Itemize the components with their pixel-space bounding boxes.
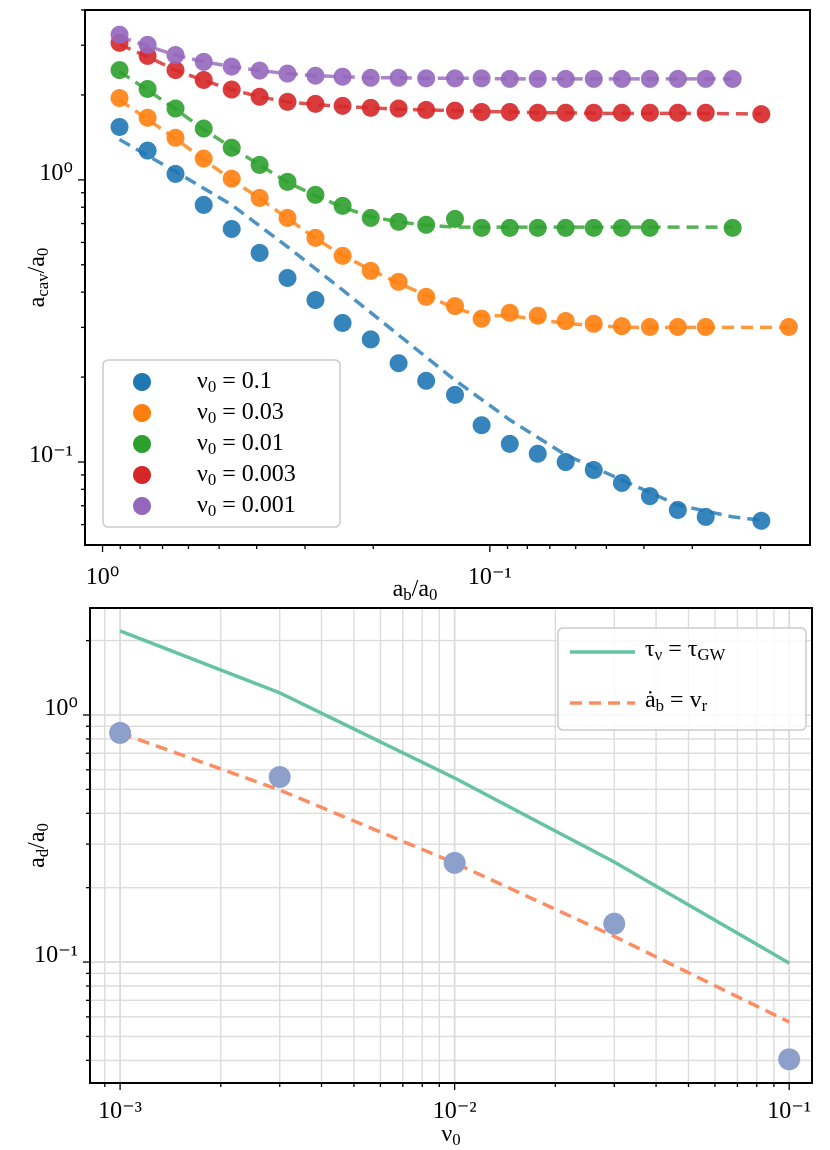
fit-line: [118, 34, 733, 81]
point: [500, 434, 519, 453]
point: [109, 721, 132, 744]
plot-area: [90, 608, 812, 1083]
legend-marker: [133, 497, 151, 515]
y-axis-label: acav​/a0​: [24, 248, 52, 308]
legend-marker: [133, 466, 151, 484]
point: [268, 766, 291, 789]
legend-label: ν0​ = 0.03: [197, 399, 284, 427]
legend-label: ν0​ = 0.003: [197, 461, 296, 489]
legend-label: ȧb​ = vr​: [645, 687, 708, 715]
point: [612, 317, 631, 336]
point: [389, 212, 408, 231]
point: [138, 141, 157, 160]
point: [500, 69, 519, 88]
point: [333, 313, 352, 332]
plot-area: [110, 25, 798, 530]
point: [556, 218, 575, 237]
point: [500, 303, 519, 322]
point: [556, 69, 575, 88]
point: [528, 444, 547, 463]
point: [612, 69, 631, 88]
point: [500, 218, 519, 237]
point: [612, 473, 631, 492]
x-tick-label: 10⁻³: [98, 1098, 142, 1124]
point: [333, 67, 352, 86]
point: [668, 317, 687, 336]
x-tick-label: 10⁻¹: [767, 1098, 811, 1124]
legend-marker: [133, 435, 151, 453]
point: [443, 851, 466, 874]
point: [110, 25, 129, 44]
point: [445, 385, 464, 404]
y-tick-label: 10⁰: [44, 694, 78, 720]
x-tick-label: 10⁻¹: [468, 564, 512, 590]
axes-frame: [84, 9, 811, 546]
legend-label: ν0​ = 0.1: [197, 368, 272, 396]
legend-box: [102, 359, 341, 528]
point: [306, 94, 325, 113]
y-tick-label: 10⁻¹: [29, 442, 73, 468]
y-axis-label: ad​/a0​: [24, 823, 52, 868]
x-tick-label: 10⁰: [86, 564, 120, 590]
legend-label: ν0​ = 0.001: [197, 492, 296, 520]
point: [250, 87, 269, 106]
series-line: [119, 629, 791, 965]
legend-marker: [133, 373, 151, 391]
series-line: [119, 731, 790, 1024]
point: [306, 291, 325, 310]
point: [556, 453, 575, 472]
point: [110, 117, 129, 136]
point: [250, 155, 269, 174]
y-tick-label: 10⁻¹: [34, 942, 78, 968]
point: [445, 209, 464, 228]
point: [194, 70, 213, 89]
point: [417, 371, 436, 390]
point: [778, 1048, 801, 1071]
point: [472, 416, 491, 435]
point: [361, 98, 380, 117]
point: [361, 330, 380, 349]
point: [668, 103, 687, 122]
point: [603, 912, 626, 935]
point: [222, 219, 241, 238]
point: [612, 103, 631, 122]
point: [194, 195, 213, 214]
point: [752, 511, 771, 530]
fit-line: [118, 137, 762, 522]
legend-label: τν​ = τGW​: [645, 636, 726, 664]
x-axis-label: ab​/a0​: [393, 576, 438, 604]
fit-line: [118, 70, 733, 229]
legend-label: ν0​ = 0.01: [197, 430, 284, 458]
point: [278, 268, 297, 287]
x-tick-label: 10⁻²: [433, 1098, 477, 1124]
x-axis-label: ν0​: [441, 1121, 460, 1149]
point: [250, 243, 269, 262]
axes-frame: [89, 607, 813, 1084]
point: [556, 312, 575, 331]
fit-line: [118, 42, 762, 116]
y-tick-label: 10⁰: [39, 159, 73, 185]
point: [389, 68, 408, 87]
fit-line: [118, 98, 789, 330]
point: [668, 69, 687, 88]
legend-marker: [133, 404, 151, 422]
point: [779, 317, 798, 336]
point: [472, 309, 491, 328]
point: [389, 354, 408, 373]
point: [445, 69, 464, 88]
point: [752, 105, 771, 124]
point: [417, 100, 436, 119]
